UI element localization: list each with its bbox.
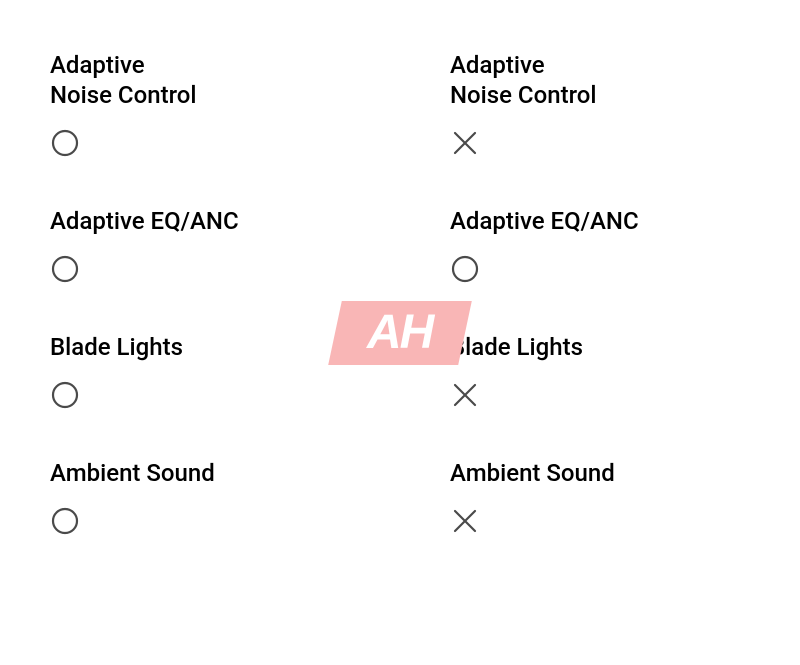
cross-icon xyxy=(450,506,480,536)
feature-label: Ambient Sound xyxy=(50,458,400,488)
cross-icon xyxy=(450,380,480,410)
feature-label: Adaptive EQ/ANC xyxy=(50,206,400,236)
feature-block: Adaptive EQ/ANC xyxy=(50,206,400,284)
circle-icon xyxy=(450,254,480,284)
feature-block: Adaptive EQ/ANC xyxy=(450,206,800,284)
circle-icon xyxy=(50,254,80,284)
circle-icon xyxy=(50,506,80,536)
feature-label: Ambient Sound xyxy=(450,458,800,488)
cross-icon xyxy=(450,128,480,158)
feature-label: Adaptive Noise Control xyxy=(450,50,800,110)
feature-label: Adaptive Noise Control xyxy=(50,50,400,110)
feature-block: Ambient Sound xyxy=(450,458,800,536)
circle-icon xyxy=(50,380,80,410)
watermark-text: AH xyxy=(367,309,432,357)
feature-block: Adaptive Noise Control xyxy=(450,50,800,158)
watermark: AH xyxy=(328,301,472,365)
feature-block: Blade Lights xyxy=(450,332,800,410)
circle-icon xyxy=(50,128,80,158)
column-right: Adaptive Noise Control Adaptive EQ/ANC B… xyxy=(400,50,800,665)
feature-label: Blade Lights xyxy=(450,332,800,362)
feature-label: Adaptive EQ/ANC xyxy=(450,206,800,236)
feature-block: Ambient Sound xyxy=(50,458,400,536)
feature-block: Adaptive Noise Control xyxy=(50,50,400,158)
